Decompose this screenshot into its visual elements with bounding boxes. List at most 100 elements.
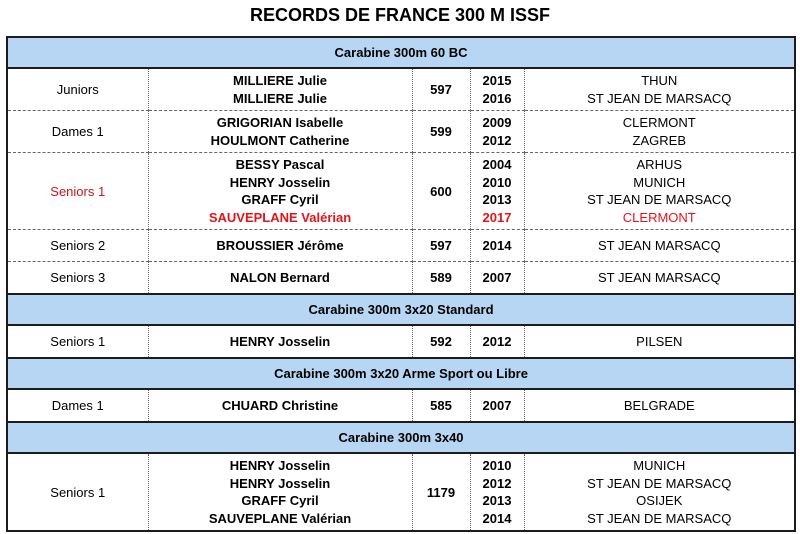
- record-year-cell: 2010 2012 2013 2014: [469, 453, 524, 530]
- record-place: MUNICH: [633, 174, 686, 190]
- shooter-name-cell: BESSY Pascal HENRY Josselin GRAFF Cyril SAU…: [147, 152, 412, 230]
- record-year-cell: 2007: [469, 261, 524, 294]
- records-table-frame: Carabine 300m 60 BC Juniors MILLIERE Julie…: [6, 36, 796, 532]
- record-place: ARHUS: [636, 157, 683, 172]
- section-header-row: Carabine 300m 3x20 Arme Sport ou Libre: [8, 357, 795, 390]
- record-place: CLERMONT: [622, 115, 696, 130]
- record-place: ST JEAN DE MARSACQ: [587, 510, 732, 526]
- record-place-cell: BELGRADE: [523, 389, 795, 422]
- record-place-cell: ST JEAN MARSACQ: [523, 229, 795, 262]
- record-year: 2012: [482, 475, 512, 491]
- section-header: Carabine 300m 3x20 Arme Sport ou Libre: [8, 357, 795, 390]
- record-year: 2007: [482, 397, 512, 413]
- record-place-cell: MUNICH ST JEAN DE MARSACQ OSIJEK ST JEAN DE…: [523, 453, 795, 530]
- shooter-name: MILLIERE Julie: [233, 73, 327, 88]
- category-cell: Dames 1: [8, 110, 148, 153]
- category-cell: Seniors 2: [8, 229, 148, 262]
- record-row: Dames 1 GRIGORIAN Isabelle HOULMONT Cather…: [8, 110, 795, 153]
- record-year-cell: 2012: [469, 325, 524, 358]
- shooter-name: SAUVEPLANE Valérian: [208, 209, 352, 225]
- shooter-name: GRAFF Cyril: [241, 493, 319, 508]
- shooter-name-cell: HENRY Josselin: [147, 325, 412, 358]
- score-cell: 585: [411, 389, 470, 422]
- category-cell: Dames 1: [51, 398, 104, 413]
- record-year: 2012: [482, 333, 512, 349]
- record-row: Dames 1 CHUARD Christine 585 2007 BELGRADE: [8, 389, 795, 422]
- shooter-name-cell: GRIGORIAN Isabelle HOULMONT Catherine: [147, 110, 412, 153]
- record-row: Seniors 1 BESSY Pascal HENRY Josselin GRAFF…: [8, 152, 795, 230]
- record-place: ST JEAN MARSACQ: [598, 269, 721, 285]
- record-year: 2010: [482, 458, 512, 473]
- section-header-row: Carabine 300m 3x40: [8, 421, 795, 454]
- record-year: 2007: [482, 269, 512, 285]
- score-cell: 597: [411, 229, 470, 262]
- score-cell: 1179: [411, 453, 470, 530]
- record-place: PILSEN: [636, 333, 683, 349]
- shooter-name-cell: HENRY Josselin HENRY Josselin GRAFF Cyril S…: [147, 453, 412, 530]
- record-row: Seniors 3 NALON Bernard 589 2007 ST JEAN MAR…: [8, 261, 795, 294]
- record-place: THUN: [641, 73, 678, 88]
- record-year: 2014: [482, 237, 512, 253]
- category-cell: Seniors 1: [50, 484, 106, 500]
- section-header: Carabine 300m 3x20 Standard: [8, 293, 795, 326]
- record-row: Juniors MILLIERE Julie MILLIERE Julie 597 20…: [8, 68, 795, 111]
- record-place: ST JEAN DE MARSACQ: [587, 192, 732, 207]
- record-place-cell: PILSEN: [523, 325, 795, 358]
- record-year-cell: 2004 2010 2013 2017: [469, 152, 524, 230]
- record-year: 2013: [482, 192, 512, 207]
- score-cell: 599: [411, 110, 470, 153]
- record-row: Seniors 2 BROUSSIER Jérôme 597 2014 ST JEAN …: [8, 229, 795, 262]
- record-place-cell: THUN ST JEAN DE MARSACQ: [523, 68, 795, 111]
- record-place: OSIJEK: [636, 493, 683, 508]
- record-place: ST JEAN DE MARSACQ: [587, 90, 732, 106]
- record-place: ST JEAN MARSACQ: [598, 237, 721, 253]
- records-table: Carabine 300m 60 BC Juniors MILLIERE Julie…: [8, 36, 795, 530]
- record-year: 2013: [482, 493, 512, 508]
- record-row: Seniors 1 HENRY Josselin 592 2012 PILSEN: [8, 325, 795, 358]
- record-row: Seniors 1 HENRY Josselin HENRY Josselin GRA…: [8, 453, 795, 530]
- record-year: 2009: [482, 115, 512, 130]
- shooter-name: GRIGORIAN Isabelle: [216, 115, 344, 130]
- score-cell: 589: [411, 261, 470, 294]
- record-year: 2017: [482, 209, 512, 225]
- shooter-name: GRAFF Cyril: [241, 192, 319, 207]
- record-year-cell: 2014: [469, 229, 524, 262]
- shooter-name: BESSY Pascal: [235, 157, 325, 172]
- category-cell: Seniors 3: [8, 261, 148, 294]
- shooter-name-cell: NALON Bernard: [147, 261, 412, 294]
- score-cell: 600: [411, 152, 470, 230]
- record-year: 2012: [482, 132, 512, 148]
- record-place-cell: CLERMONT ZAGREB: [523, 110, 795, 153]
- section-header: Carabine 300m 3x40: [8, 421, 795, 454]
- record-year: 2016: [482, 90, 512, 106]
- shooter-name: CHUARD Christine: [221, 397, 339, 413]
- shooter-name: NALON Bernard: [230, 269, 330, 285]
- record-year-cell: 2015 2016: [469, 68, 524, 111]
- shooter-name: SAUVEPLANE Valérian: [208, 510, 352, 526]
- category-cell: Seniors 1: [50, 334, 106, 349]
- category-cell: Seniors 1: [8, 152, 148, 230]
- shooter-name: HENRY Josselin: [229, 458, 331, 473]
- record-place: BELGRADE: [623, 397, 695, 413]
- record-place-cell: ARHUS MUNICH ST JEAN DE MARSACQ CLERMONT: [523, 152, 795, 230]
- record-place: ZAGREB: [632, 132, 687, 148]
- record-year: 2015: [482, 73, 512, 88]
- section-header: Carabine 300m 60 BC: [8, 36, 795, 69]
- shooter-name-cell: CHUARD Christine: [147, 389, 412, 422]
- record-year: 2010: [482, 174, 512, 190]
- record-place: MUNICH: [633, 458, 686, 473]
- shooter-name-cell: MILLIERE Julie MILLIERE Julie: [147, 68, 412, 111]
- record-place: ST JEAN DE MARSACQ: [587, 475, 732, 491]
- record-year: 2014: [482, 510, 512, 526]
- records-table-body: Carabine 300m 60 BC Juniors MILLIERE Julie…: [8, 36, 795, 530]
- shooter-name-cell: BROUSSIER Jérôme: [147, 229, 412, 262]
- shooter-name: HENRY Josselin: [229, 174, 331, 190]
- score-cell: 592: [411, 325, 470, 358]
- shooter-name: HENRY Josselin: [229, 333, 331, 349]
- section-header-row: Carabine 300m 60 BC: [8, 36, 795, 69]
- shooter-name: BROUSSIER Jérôme: [216, 237, 344, 253]
- shooter-name: HOULMONT Catherine: [210, 132, 350, 148]
- category-cell: Juniors: [56, 82, 99, 97]
- page-title: RECORDS DE FRANCE 300 M ISSF: [249, 5, 551, 25]
- record-place: CLERMONT: [622, 209, 696, 225]
